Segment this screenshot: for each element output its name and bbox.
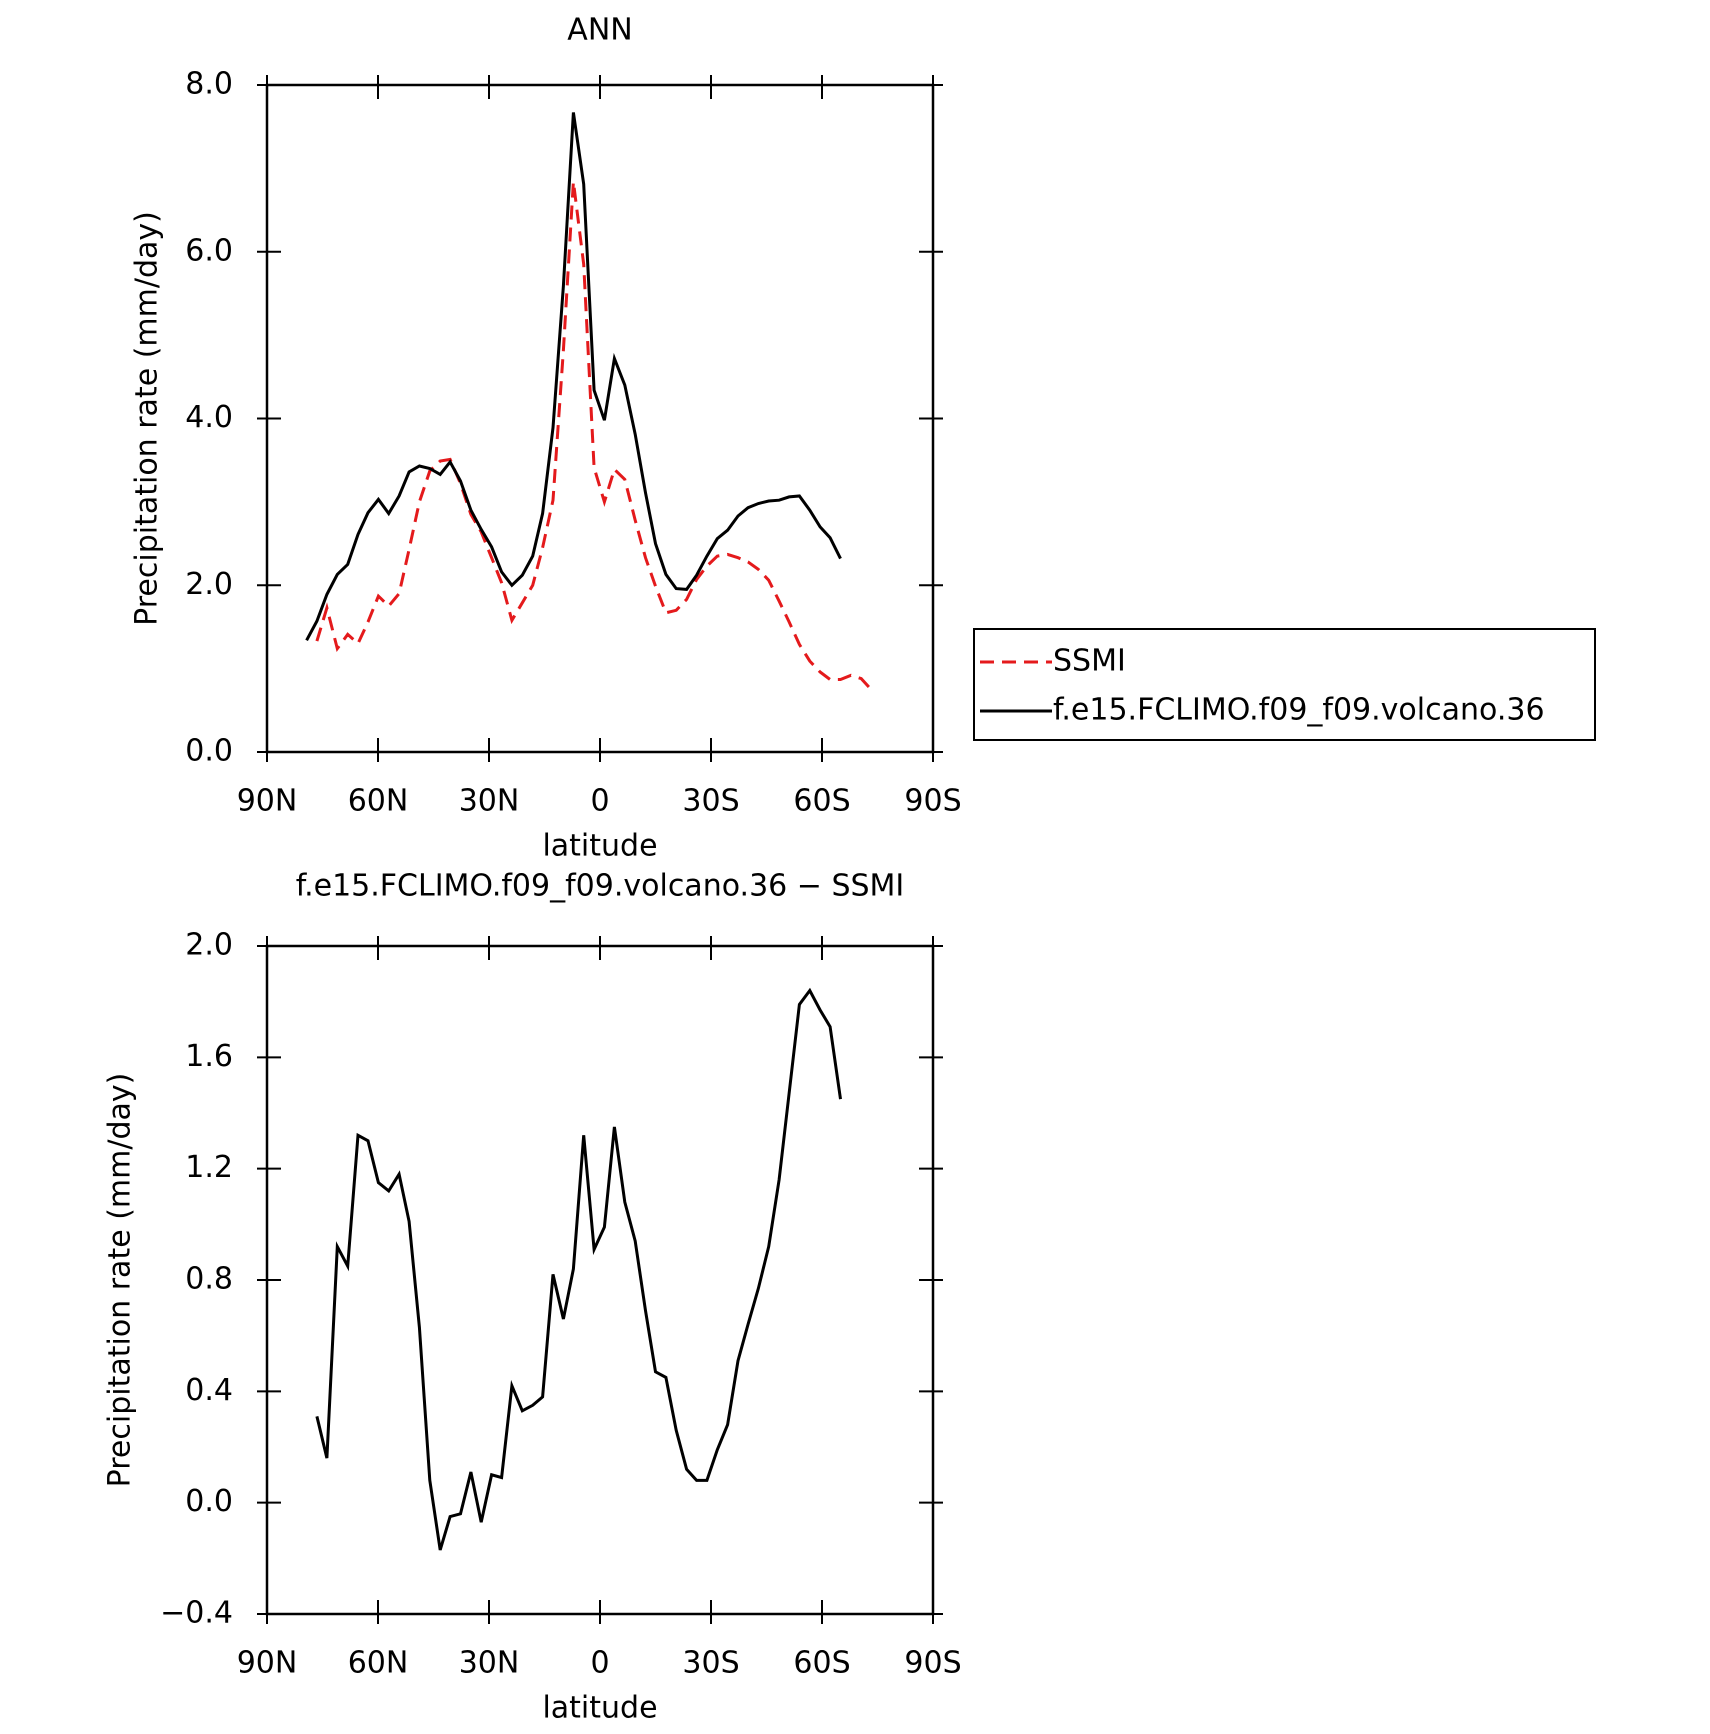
- data-line: [315, 181, 873, 691]
- plot-frame: [265, 83, 935, 754]
- chart-title: f.e15.FCLIMO.f09_f09.volcano.36 − SSMI: [296, 869, 905, 904]
- x-tick-label: 60N: [348, 784, 409, 819]
- data-line: [315, 987, 842, 1551]
- x-tick-label: 90S: [904, 784, 961, 819]
- y-tick-label: 8.0: [185, 67, 233, 102]
- y-tick-label: 0.8: [185, 1262, 233, 1297]
- y-tick-label: 2.0: [185, 928, 233, 963]
- legend-label: f.e15.FCLIMO.f09_f09.volcano.36: [1053, 693, 1545, 728]
- legend-box: [973, 628, 1596, 741]
- y-tick-label: 6.0: [185, 233, 233, 268]
- y-tick-label: 4.0: [185, 400, 233, 435]
- x-axis-label: latitude: [542, 829, 657, 864]
- x-tick-label: 90N: [237, 1646, 298, 1681]
- y-tick-label: 1.6: [185, 1039, 233, 1074]
- plot-frame: [265, 944, 935, 1616]
- data-line: [305, 112, 842, 642]
- y-axis-label: Precipitation rate (mm/day): [130, 211, 165, 626]
- x-tick-label: 30N: [459, 1646, 520, 1681]
- y-tick-label: 2.0: [185, 567, 233, 602]
- x-tick-label: 0: [590, 1646, 609, 1681]
- x-tick-label: 0: [590, 784, 609, 819]
- y-tick-label: 0.0: [185, 734, 233, 769]
- x-tick-label: 60S: [793, 1646, 850, 1681]
- y-tick-label: 1.2: [185, 1150, 233, 1185]
- x-tick-label: 30S: [682, 784, 739, 819]
- x-tick-label: 30S: [682, 1646, 739, 1681]
- x-axis-label: latitude: [542, 1691, 657, 1726]
- y-axis-label: Precipitation rate (mm/day): [103, 1073, 138, 1488]
- x-tick-label: 60N: [348, 1646, 409, 1681]
- y-tick-label: 0.0: [185, 1484, 233, 1519]
- legend-label: SSMI: [1053, 644, 1126, 679]
- y-tick-label: −0.4: [160, 1596, 233, 1631]
- y-tick-label: 0.4: [185, 1373, 233, 1408]
- x-tick-label: 90N: [237, 784, 298, 819]
- x-tick-label: 90S: [904, 1646, 961, 1681]
- x-tick-label: 30N: [459, 784, 520, 819]
- chart-title: ANN: [567, 13, 632, 48]
- x-tick-label: 60S: [793, 784, 850, 819]
